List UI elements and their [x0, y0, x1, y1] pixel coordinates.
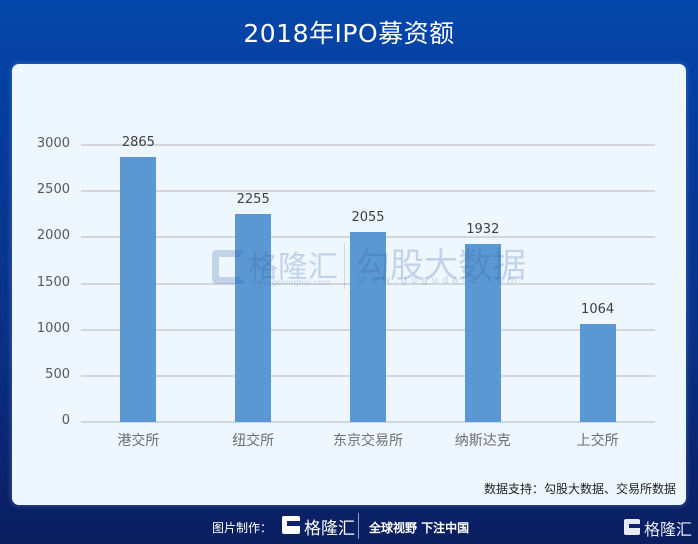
gelonghui-logo-icon: [282, 516, 300, 534]
bar-value-label: 2865: [121, 135, 155, 151]
corner-gelonghui-logo-icon: [624, 519, 640, 535]
bar-value-label: 1932: [466, 221, 500, 237]
x-axis-category-label: 上交所: [576, 433, 619, 449]
watermark-divider: [344, 243, 345, 289]
x-axis-category-label: 港交所: [117, 433, 160, 449]
gelonghui-watermark-logo-icon: [212, 250, 246, 284]
watermark-brand-gogudata: 勾股大数据: [356, 246, 526, 286]
page-title: 2018年IPO募资额: [243, 19, 455, 48]
footer-slogan: 全球视野 下注中国: [369, 521, 470, 535]
data-source-note: 数据支持：勾股大数据、交易所数据: [483, 482, 676, 496]
bar: [350, 232, 386, 422]
y-axis-tick-label: 0: [61, 413, 70, 428]
bar: [464, 243, 501, 422]
watermark-url-gogudata: www.gogudata.com: [358, 275, 522, 286]
footer-made-by-label: 图片制作：: [212, 521, 273, 535]
x-axis-category-label: 纳斯达克: [454, 433, 511, 449]
y-axis-tick-label: 500: [45, 366, 70, 382]
bar-value-label: 2055: [351, 210, 385, 226]
bar-value-label: 2255: [236, 191, 270, 207]
y-axis-tick-label: 1000: [36, 320, 70, 336]
gridline: [81, 190, 655, 193]
footer-divider: [358, 513, 359, 539]
x-axis-category-label: 纽交所: [232, 433, 275, 449]
bar: [579, 323, 616, 422]
bar: [120, 157, 157, 422]
y-axis-tick-label: 2000: [36, 228, 70, 244]
y-axis-tick-label: 1500: [36, 274, 70, 290]
y-axis-tick-label: 3000: [36, 136, 70, 151]
footer-logo-text: 格隆汇: [304, 519, 355, 539]
y-axis-tick-label: 2500: [36, 182, 70, 198]
watermark-url-gelonghui: www.gelonghui.com: [250, 278, 331, 287]
watermark-brand-gelonghui: 格隆汇: [248, 250, 338, 285]
corner-logo-text: 格隆汇: [644, 520, 693, 539]
bar: [235, 213, 272, 422]
gridline: [81, 144, 655, 146]
x-axis-category-label: 东京交易所: [333, 433, 403, 449]
gridline: [81, 421, 655, 423]
bar-value-label: 1064: [581, 301, 615, 317]
